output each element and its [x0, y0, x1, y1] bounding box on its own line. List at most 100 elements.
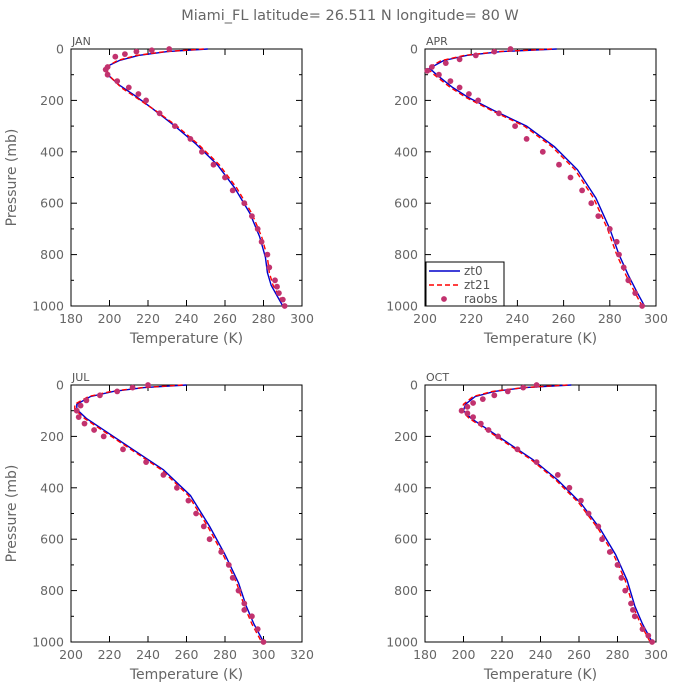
plot-frame [424, 384, 657, 643]
raobs-point [143, 97, 150, 104]
x-tick-label: 220 [459, 311, 483, 326]
raobs-point [241, 200, 248, 207]
y-tick-label: 800 [394, 247, 418, 262]
raobs-point [470, 414, 476, 420]
raobs-point [156, 110, 163, 117]
series-line-zt21 [104, 48, 286, 307]
y-tick-label: 1000 [32, 635, 64, 650]
raobs-point [143, 459, 150, 465]
raobs-point [567, 174, 574, 181]
raobs-point [458, 407, 465, 414]
raobs-point [112, 53, 119, 60]
series-line-zt0 [104, 48, 284, 307]
raobs-point [148, 47, 155, 54]
raobs-point [276, 290, 282, 296]
x-tick-label: 200 [98, 311, 122, 326]
y-axis-label: Pressure (mb) [4, 129, 20, 227]
raobs-point [187, 136, 194, 142]
y-tick-label: 0 [410, 378, 418, 393]
series-line-zt21 [426, 48, 643, 307]
x-tick-label: 240 [136, 647, 160, 662]
raobs-point [533, 459, 540, 465]
raobs-point [436, 71, 442, 78]
legend-label: zt0 [464, 264, 483, 278]
x-axis-label: Temperature (K) [483, 667, 597, 683]
raobs-point [554, 472, 561, 478]
raobs-point [514, 446, 521, 453]
raobs-point [258, 238, 265, 245]
raobs-point [599, 536, 605, 543]
raobs-point [241, 607, 248, 613]
raobs-point [135, 91, 142, 97]
y-tick-label: 400 [394, 480, 418, 495]
x-tick-label: 260 [213, 311, 237, 326]
raobs-point [496, 110, 502, 117]
raobs-point [229, 187, 236, 194]
raobs-point [620, 264, 627, 271]
x-tick-label: 300 [644, 311, 668, 326]
x-tick-label: 280 [252, 311, 276, 326]
raobs-point [225, 562, 232, 568]
x-tick-label: 200 [413, 311, 437, 326]
raobs-point [588, 200, 595, 207]
legend-label: raobs [464, 292, 498, 306]
series-line-zt21 [460, 384, 651, 643]
raobs-point [520, 384, 527, 391]
plot-frame [70, 384, 303, 643]
raobs-point [470, 400, 476, 406]
raobs-point [606, 549, 613, 555]
raobs-point [491, 392, 498, 399]
x-tick-label: 300 [644, 647, 668, 662]
raobs-point [442, 60, 449, 66]
y-tick-label: 0 [56, 378, 64, 393]
raobs-point [464, 403, 471, 410]
y-tick-label: 1000 [386, 299, 418, 314]
raobs-point [556, 161, 562, 168]
raobs-point [274, 283, 280, 290]
x-tick-label: 240 [175, 311, 199, 326]
y-tick-label: 400 [40, 144, 64, 159]
x-tick-label: 280 [213, 647, 237, 662]
raobs-point [512, 123, 518, 129]
raobs-point [495, 433, 501, 440]
x-axis-label: Temperature (K) [129, 667, 243, 683]
raobs-point [249, 613, 255, 620]
raobs-point [218, 549, 225, 555]
raobs-point [122, 51, 128, 57]
raobs-point [166, 46, 173, 52]
x-axis-label: Temperature (K) [129, 331, 243, 347]
panel-jul: 200 220 240 260 280 300 320 0 200 400 600 800 1000 JU… [4, 371, 314, 683]
y-tick-label: 200 [40, 93, 64, 108]
raobs-point [424, 67, 431, 74]
raobs-point [81, 420, 88, 427]
panel-label: JUL [71, 371, 90, 384]
x-tick-label: 240 [529, 647, 553, 662]
legend-label: zt21 [464, 278, 490, 292]
y-tick-label: 200 [394, 429, 418, 444]
raobs-point [145, 382, 151, 388]
y-tick-label: 800 [40, 583, 64, 598]
raobs-point [272, 277, 278, 284]
figure-title: Miami_FL latitude= 26.511 N longitude= 8… [181, 8, 519, 24]
raobs-point [628, 600, 634, 607]
panel-label: OCT [426, 371, 449, 384]
x-tick-label: 260 [567, 647, 591, 662]
raobs-point [595, 523, 602, 530]
raobs-point [281, 303, 288, 309]
raobs-point [625, 277, 632, 284]
raobs-point [83, 397, 90, 404]
raobs-point [266, 264, 273, 271]
raobs-point [102, 66, 109, 73]
raobs-point [120, 446, 126, 453]
y-tick-label: 400 [394, 144, 418, 159]
raobs-point [566, 484, 573, 491]
raobs-point [456, 84, 463, 91]
x-tick-label: 220 [98, 647, 122, 662]
raobs-point [114, 78, 121, 84]
panels-container: 180 200 220 240 260 280 300 0 200 400 600 800 1000 JA… [4, 35, 668, 683]
raobs-point [160, 472, 167, 478]
raobs-point [645, 632, 652, 639]
y-tick-label: 200 [40, 429, 64, 444]
y-tick-label: 1000 [32, 299, 64, 314]
